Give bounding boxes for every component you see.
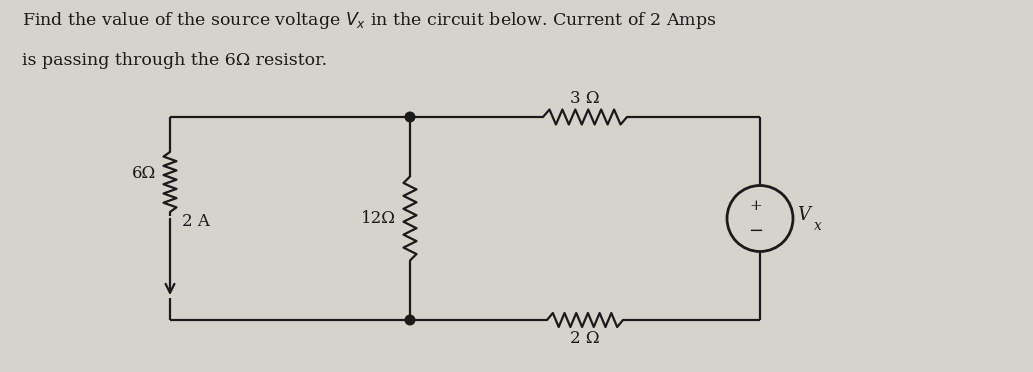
Text: +: + <box>750 199 762 212</box>
Text: Find the value of the source voltage $V_x$ in the circuit below. Current of 2 Am: Find the value of the source voltage $V_… <box>22 10 717 31</box>
Circle shape <box>405 315 415 325</box>
Text: V: V <box>797 205 810 224</box>
Text: −: − <box>749 221 763 240</box>
Text: 3 Ω: 3 Ω <box>570 90 600 107</box>
Text: 2 Ω: 2 Ω <box>570 330 600 347</box>
Text: 12Ω: 12Ω <box>361 210 396 227</box>
Text: 6Ω: 6Ω <box>132 166 156 182</box>
Text: 2 A: 2 A <box>182 213 210 230</box>
Circle shape <box>405 112 415 122</box>
Text: is passing through the 6Ω resistor.: is passing through the 6Ω resistor. <box>22 52 327 69</box>
Text: x: x <box>814 218 822 232</box>
